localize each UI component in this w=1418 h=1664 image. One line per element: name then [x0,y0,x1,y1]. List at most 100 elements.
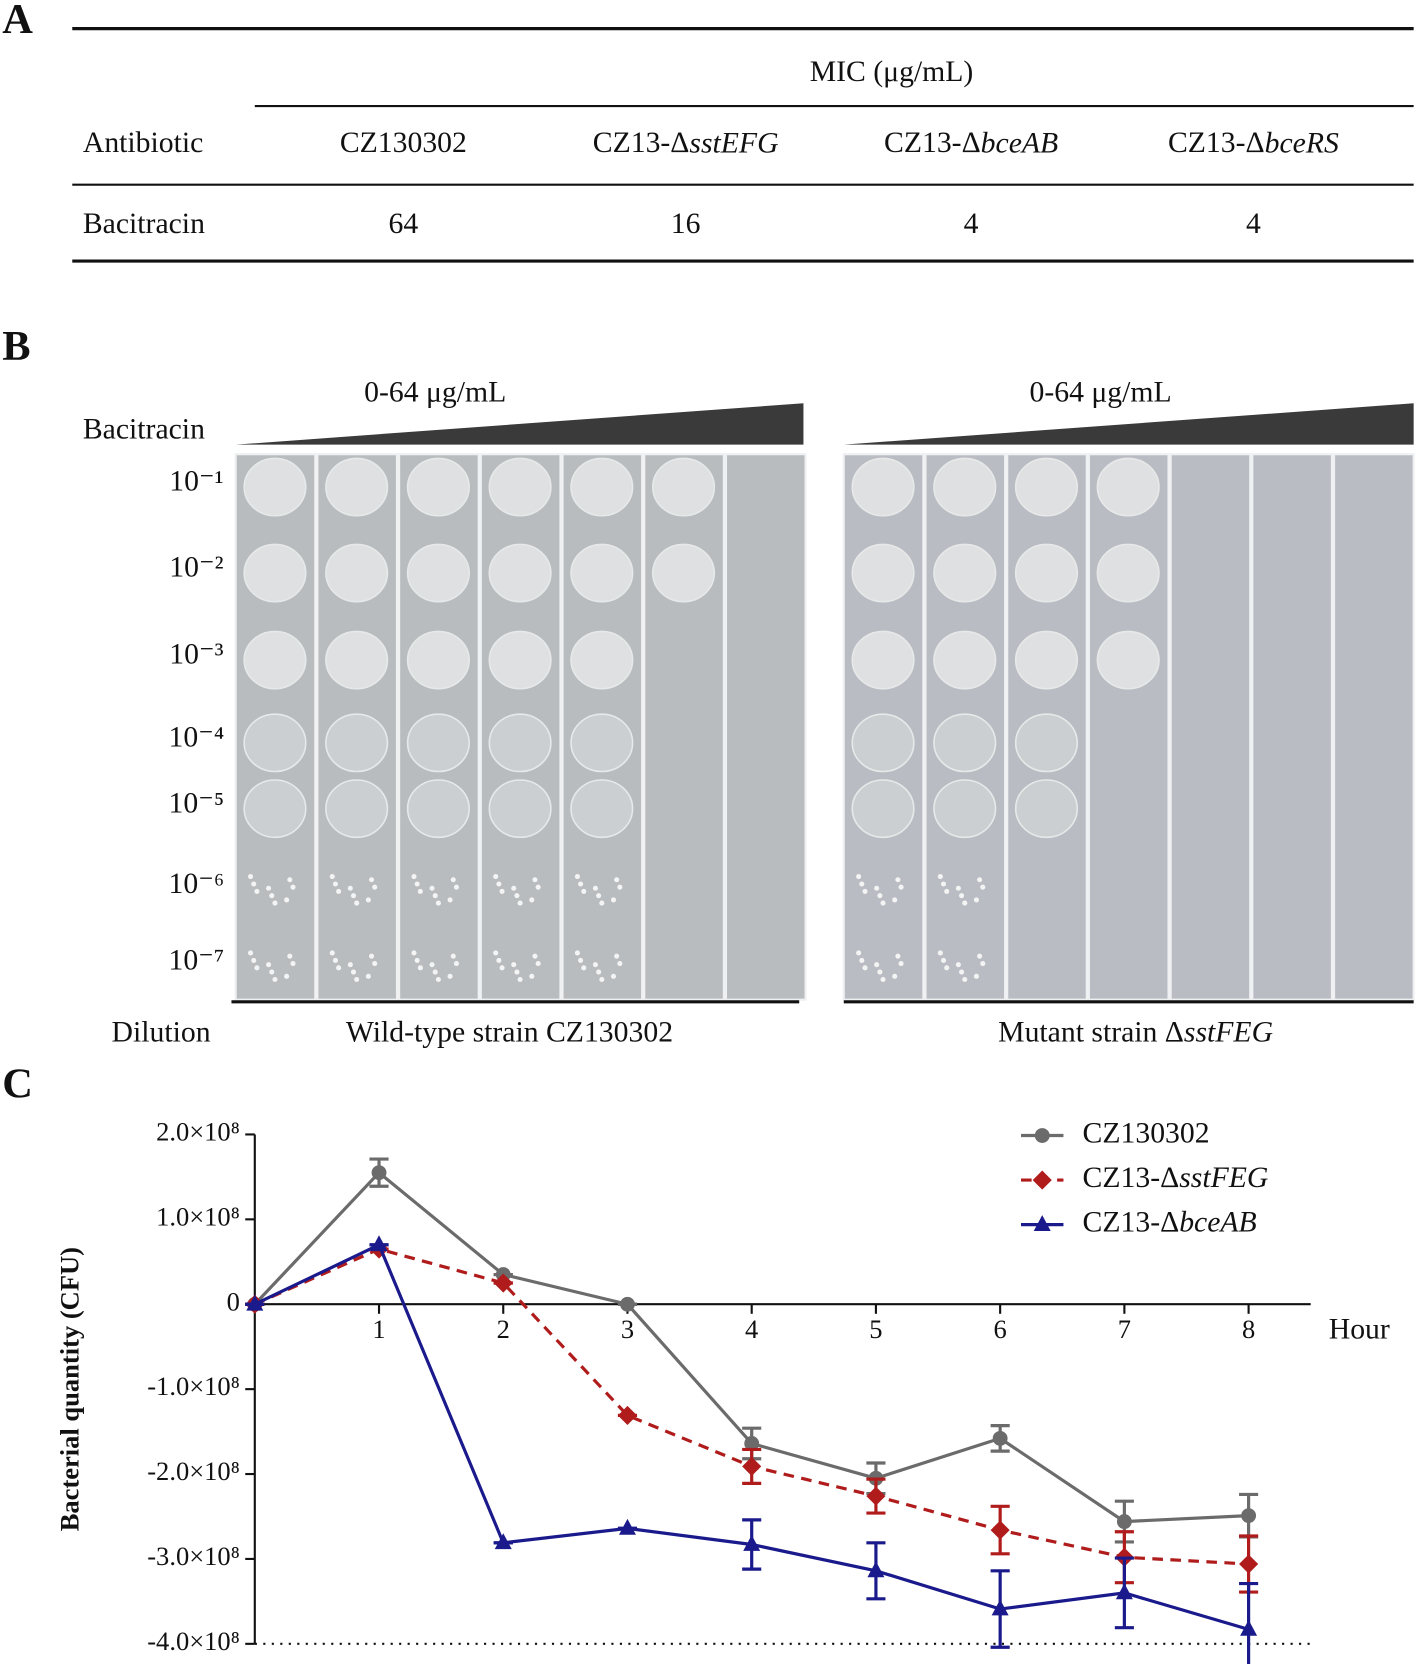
gradient-wedge [843,403,1414,445]
colony-dot [596,893,602,899]
colony-dot [856,874,862,880]
plate-strip [1169,453,1252,1001]
colony-dot [892,973,898,979]
colony-spot [851,630,915,690]
colony-dot [532,877,538,883]
colony-dot [895,877,901,883]
colony-spot [243,543,307,603]
colony-dot [877,969,883,975]
colony-dot [944,965,950,971]
colony-spot [1014,630,1079,690]
table-cell: 4 [964,208,979,240]
colony-dot [574,874,580,880]
colony-spot [1096,543,1160,603]
colony-spot [406,779,470,839]
colony-dot [269,969,275,975]
colony-dot [859,881,865,887]
colony-spot [1014,543,1079,603]
gradient-label: 0-64 μg/mL [364,377,506,409]
colony-dot [414,881,420,887]
colony-spot [488,630,552,690]
chart: 2.0×10⁸ 1.0×10⁸ 0 -1.0×10⁸ -2.0×10⁸ -3.0×10⁸ -… [54,1117,1390,1664]
colony-dot [254,965,260,971]
colony-dot [511,962,517,968]
marker [744,1436,760,1451]
colony-dot [290,884,296,890]
colony-dot [874,962,880,968]
colony-dot [940,881,947,887]
y-axis-title: Bacterial quantity (CFU) [54,1247,84,1531]
panel-letter: B [2,323,30,370]
colony-dot [955,885,961,891]
colony-spot [243,713,307,773]
colony-spot [851,457,915,517]
colony-dot [453,961,459,967]
colony-spot [406,713,470,773]
colony-dot [251,957,257,963]
x-tick-label: 3 [621,1314,634,1344]
x-tick-label: 6 [994,1314,1007,1344]
table-header: MIC (μg/mL) [810,56,974,88]
legend-label: CZ130302 [1083,1117,1210,1149]
colony-dot [940,957,947,963]
colony-dot [617,961,623,967]
colony-spot [243,630,307,690]
y-tick-label: -1.0×10⁸ [147,1371,240,1401]
colony-dot [450,877,456,883]
colony-dot [368,877,375,883]
colony-dot [880,976,886,983]
colony-dot [610,973,617,979]
colony-dot [862,888,868,894]
plates: 10⁻¹ 10⁻² 10⁻³ 10⁻⁴ 10⁻⁵ 10⁻⁶ 10⁻⁷ [169,453,1415,1001]
x-tick-label: 8 [1242,1314,1255,1344]
colony-dot [517,900,523,906]
colony-dot [450,953,456,959]
colony-spot [325,779,389,839]
colony-dot [578,881,584,887]
colony-dot [880,900,886,906]
marker [620,1296,635,1312]
colony-dot [980,884,986,890]
x-tick-label: 5 [869,1314,882,1344]
colony-spot [406,543,470,603]
marker [618,1518,636,1535]
colony-dot [962,976,968,983]
colony-dot [862,965,868,971]
colony-dot [944,888,950,894]
legend-label: CZ13-ΔbceAB [1083,1206,1257,1238]
y-tick-label: 2.0×10⁸ [156,1117,240,1147]
colony-dot [514,969,520,975]
colony-dot [980,961,986,967]
colony-spot [851,779,915,839]
colony-dot [529,973,535,979]
colony-spot [933,779,997,839]
colony-dot [329,950,335,956]
marker [371,1165,387,1181]
marker [1115,1583,1133,1600]
colony-dot [435,900,441,906]
colony-spot [851,543,915,603]
marker [867,1561,885,1578]
plate-strip [724,453,807,1001]
column-header: Antibiotic [83,127,203,159]
table-cell: Bacitracin [83,208,205,240]
colony-dot [578,957,584,963]
colony-dot [372,961,378,967]
colony-dot [284,897,290,903]
colony-dot [977,877,983,883]
colony-dot [332,881,338,887]
colony-spot [488,779,552,839]
colony-dot [592,885,598,891]
dilution-label: 10⁻⁴ [169,721,225,753]
colony-dot [856,950,862,956]
colony-dot [272,976,278,983]
x-tick-label: 7 [1118,1314,1131,1344]
marker [1116,1514,1132,1530]
table: Antibiotic CZ130302 CZ13-ΔsstEFG CZ13-ΔbceA… [83,127,1339,240]
colony-dot [266,885,272,891]
colony-dot [535,884,541,890]
strain-label: Wild-type strain CZ130302 [346,1017,673,1049]
colony-dot [354,976,360,983]
colony-dot [499,888,505,894]
plate-strip [643,453,725,1001]
